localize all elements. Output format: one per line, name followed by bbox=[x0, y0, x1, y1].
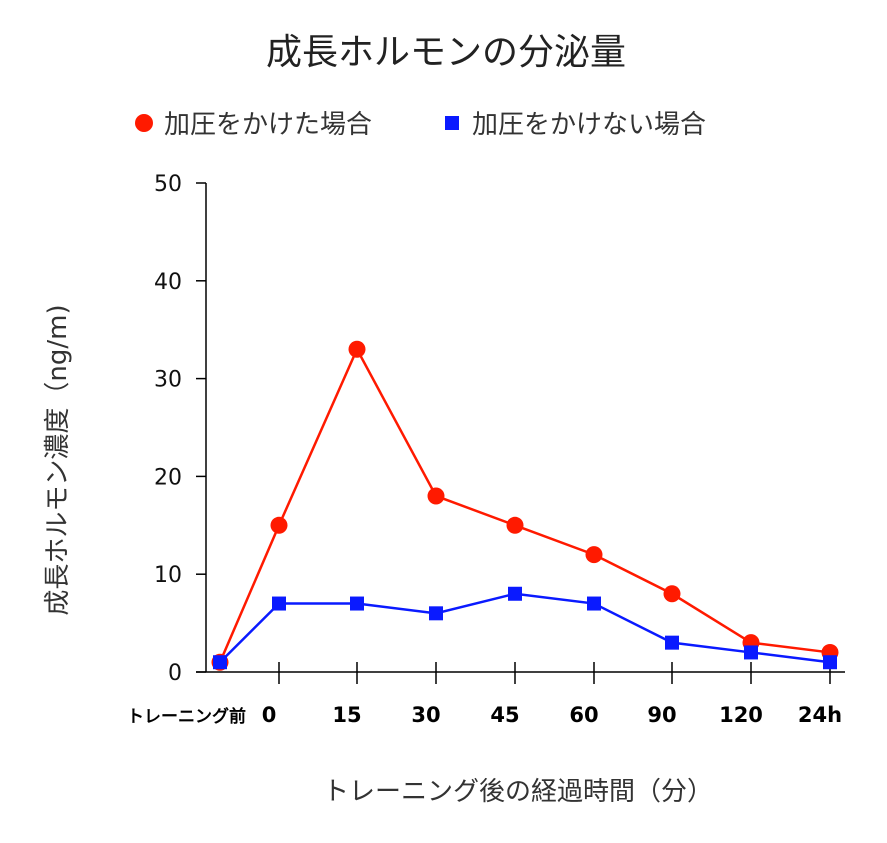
legend-label-pressured: 加圧をかけた場合 bbox=[164, 110, 372, 140]
chart-title: 成長ホルモンの分泌量 bbox=[266, 32, 626, 73]
x-tick-label: 24h bbox=[798, 703, 842, 727]
data-point bbox=[744, 645, 758, 660]
data-point bbox=[272, 596, 286, 611]
x-tick-label: 0 bbox=[262, 703, 277, 727]
series-line-0 bbox=[218, 346, 831, 663]
x-tick-label: トレーニング前 bbox=[127, 706, 246, 727]
y-tick-label: 50 bbox=[154, 172, 182, 197]
legend-label-unpressured: 加圧をかけない場合 bbox=[472, 110, 706, 140]
data-point bbox=[427, 487, 445, 505]
data-point bbox=[585, 546, 603, 564]
legend: 加圧をかけた場合 加圧をかけない場合 bbox=[135, 110, 706, 140]
legend-marker-unpressured bbox=[445, 116, 459, 130]
x-tick-label: 15 bbox=[332, 703, 361, 727]
data-point bbox=[665, 635, 679, 650]
data-point bbox=[508, 586, 522, 601]
data-point bbox=[350, 596, 364, 611]
x-tick-label: 45 bbox=[490, 703, 519, 727]
data-point bbox=[663, 585, 681, 603]
x-tick-label: 60 bbox=[569, 703, 598, 727]
data-point bbox=[587, 596, 601, 611]
data-point bbox=[270, 516, 288, 534]
legend-marker-pressured bbox=[135, 114, 153, 132]
x-axis-label: トレーニング後の経過時間（分） bbox=[323, 777, 713, 807]
series-line-1 bbox=[219, 592, 831, 664]
data-point bbox=[506, 516, 524, 534]
y-tick-label: 40 bbox=[154, 270, 182, 295]
y-tick-label: 10 bbox=[154, 563, 182, 588]
data-point bbox=[823, 655, 837, 670]
data-point bbox=[348, 340, 366, 358]
y-tick-label: 0 bbox=[168, 661, 182, 686]
data-point bbox=[213, 655, 227, 670]
y-axis-label: 成長ホルモン濃度（ng/m) bbox=[43, 304, 73, 615]
x-tick-label: 120 bbox=[719, 703, 763, 727]
y-tick-label: 20 bbox=[154, 465, 182, 490]
data-point bbox=[429, 606, 443, 621]
x-tick-label: 90 bbox=[647, 703, 676, 727]
x-tick-label: 30 bbox=[411, 703, 440, 727]
y-tick-label: 30 bbox=[154, 368, 182, 393]
